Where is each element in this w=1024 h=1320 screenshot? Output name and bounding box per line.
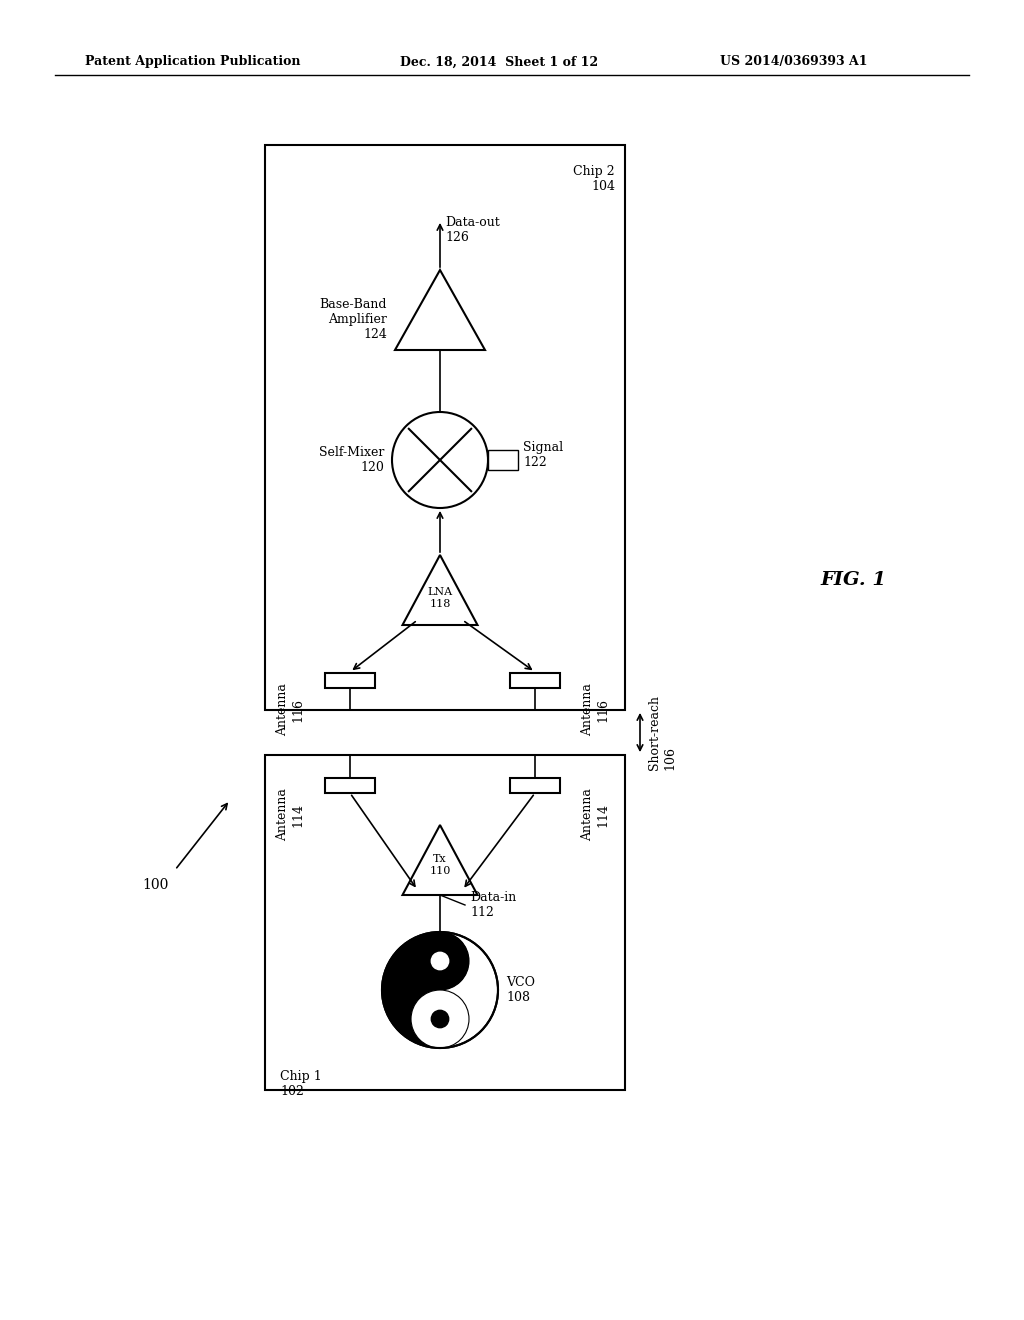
Bar bbox=[265, 755, 625, 1090]
Polygon shape bbox=[395, 271, 485, 350]
Polygon shape bbox=[402, 554, 477, 624]
Text: Tx
110: Tx 110 bbox=[429, 854, 451, 875]
Circle shape bbox=[431, 952, 449, 970]
Bar bbox=[325, 777, 375, 792]
Text: Antenna
116: Antenna 116 bbox=[276, 684, 304, 737]
Text: LNA
118: LNA 118 bbox=[427, 587, 453, 609]
Text: FIG. 1: FIG. 1 bbox=[820, 572, 886, 589]
Circle shape bbox=[411, 932, 469, 990]
Text: Antenna
114: Antenna 114 bbox=[581, 788, 609, 841]
Text: Self-Mixer
120: Self-Mixer 120 bbox=[318, 446, 384, 474]
Circle shape bbox=[382, 932, 498, 1048]
Text: Signal
122: Signal 122 bbox=[523, 441, 563, 469]
Bar bbox=[510, 672, 560, 688]
Text: Antenna
114: Antenna 114 bbox=[276, 788, 304, 841]
Text: Chip 1
102: Chip 1 102 bbox=[280, 1071, 322, 1098]
Text: VCO
108: VCO 108 bbox=[506, 975, 535, 1005]
PathPatch shape bbox=[382, 932, 469, 1048]
Circle shape bbox=[411, 990, 469, 1048]
Text: Chip 2
104: Chip 2 104 bbox=[573, 165, 615, 193]
Text: Data-out
126: Data-out 126 bbox=[445, 216, 500, 244]
Text: Antenna
116: Antenna 116 bbox=[581, 684, 609, 737]
Text: Dec. 18, 2014  Sheet 1 of 12: Dec. 18, 2014 Sheet 1 of 12 bbox=[400, 55, 598, 69]
Bar bbox=[265, 145, 625, 710]
Bar bbox=[488, 450, 518, 470]
Bar bbox=[510, 777, 560, 792]
Text: Base-Band
Amplifier
124: Base-Band Amplifier 124 bbox=[319, 298, 387, 342]
Text: US 2014/0369393 A1: US 2014/0369393 A1 bbox=[720, 55, 867, 69]
Polygon shape bbox=[402, 825, 477, 895]
Text: Short-reach
106: Short-reach 106 bbox=[648, 696, 676, 770]
Text: Data-in
112: Data-in 112 bbox=[470, 891, 516, 919]
Circle shape bbox=[392, 412, 488, 508]
Bar bbox=[325, 672, 375, 688]
Text: 100: 100 bbox=[141, 878, 168, 892]
Circle shape bbox=[431, 1010, 449, 1028]
Text: Patent Application Publication: Patent Application Publication bbox=[85, 55, 300, 69]
